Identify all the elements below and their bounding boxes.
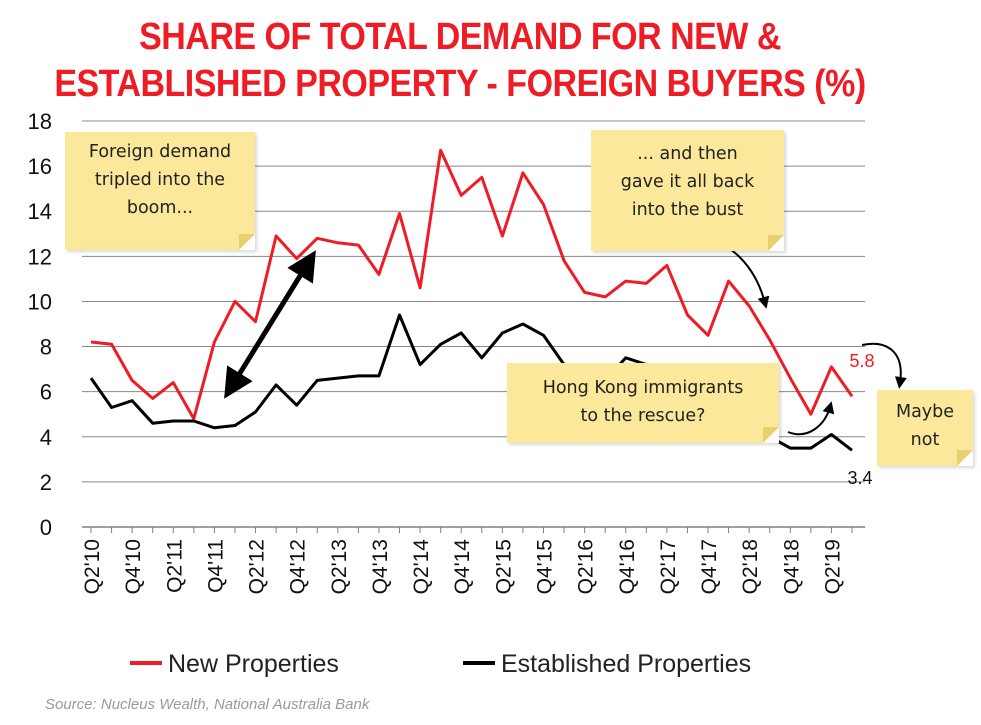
chart-title-line2: ESTABLISHED PROPERTY - FOREIGN BUYERS (%… bbox=[54, 62, 866, 105]
x-tick-label: Q2'11 bbox=[163, 539, 186, 593]
note-hong-kong-text: Hong Kong immigrants to the rescue? bbox=[542, 378, 744, 426]
x-tick-label: Q4'17 bbox=[698, 539, 721, 594]
note-boom: Foreign demand tripled into the boom... bbox=[65, 132, 255, 250]
x-tick-label: Q4'10 bbox=[122, 539, 145, 594]
y-tick-label: 10 bbox=[28, 289, 52, 314]
note-boom-text: Foreign demand tripled into the boom... bbox=[88, 142, 232, 218]
legend-swatch-established bbox=[463, 661, 495, 666]
chart-title: SHARE OF TOTAL DEMAND FOR NEW & ESTABLIS… bbox=[0, 13, 920, 107]
legend-label-new: New Properties bbox=[168, 650, 339, 678]
legend-label-established: Established Properties bbox=[501, 650, 752, 678]
maybe-arrow bbox=[861, 342, 907, 389]
y-tick-label: 2 bbox=[40, 470, 52, 495]
legend-item-new: New Properties bbox=[130, 650, 339, 679]
y-tick-label: 16 bbox=[28, 154, 52, 179]
legend-swatch-new bbox=[130, 661, 162, 666]
boom-double-arrow bbox=[224, 250, 316, 399]
series-line-new-properties bbox=[90, 148, 854, 421]
note-fold bbox=[763, 427, 779, 443]
x-tick-label: Q2'18 bbox=[739, 539, 762, 594]
note-bust: ... and then gave it all back into the b… bbox=[591, 130, 784, 251]
x-tick-label: Q4'14 bbox=[451, 539, 474, 595]
y-tick-label: 12 bbox=[28, 244, 52, 269]
x-tick-label: Q2'12 bbox=[246, 539, 269, 594]
x-tick-label: Q2'19 bbox=[821, 539, 844, 594]
x-tick-label: Q2'15 bbox=[492, 539, 515, 594]
x-tick-label: Q4'12 bbox=[287, 539, 310, 594]
end-label-new: 5.8 bbox=[849, 351, 874, 371]
note-fold bbox=[239, 234, 255, 250]
note-fold bbox=[768, 235, 784, 251]
y-axis-ticks: 0 2 4 6 8 10 12 14 16 18 bbox=[28, 109, 52, 540]
x-tick-label: Q2'16 bbox=[575, 539, 598, 594]
x-tick-label: Q4'13 bbox=[369, 539, 392, 594]
x-tick-label: Q4'15 bbox=[533, 539, 556, 594]
x-tick-label: Q2'17 bbox=[657, 539, 680, 594]
note-fold bbox=[957, 450, 973, 466]
note-maybe-not-text: Maybe not bbox=[895, 402, 955, 450]
note-bust-text: ... and then gave it all back into the b… bbox=[620, 144, 755, 220]
x-tick-label: Q4'16 bbox=[616, 539, 639, 594]
x-axis-ticks: Q2'10 Q4'10 Q2'11 Q4'11 Q2'12 Q4'12 Q2'13 Q4'13… bbox=[81, 527, 853, 595]
x-tick-label: Q2'10 bbox=[81, 539, 104, 594]
y-tick-label: 8 bbox=[40, 335, 52, 360]
end-label-established: 3.4 bbox=[847, 468, 872, 488]
y-tick-label: 14 bbox=[28, 199, 52, 224]
hk-arrow bbox=[787, 401, 835, 435]
y-tick-label: 4 bbox=[40, 425, 52, 450]
x-tick-label: Q2'13 bbox=[328, 539, 351, 594]
x-tick-label: Q4'18 bbox=[780, 539, 803, 594]
note-hong-kong: Hong Kong immigrants to the rescue? bbox=[507, 363, 779, 443]
note-maybe-not: Maybe not bbox=[877, 390, 973, 466]
x-tick-label: Q2'14 bbox=[410, 539, 433, 595]
source-note: Source: Nucleus Wealth, National Austral… bbox=[45, 696, 370, 713]
legend-item-established: Established Properties bbox=[463, 650, 751, 679]
y-tick-label: 18 bbox=[28, 109, 52, 134]
x-tick-label: Q4'11 bbox=[204, 539, 227, 593]
chart-title-line1: SHARE OF TOTAL DEMAND FOR NEW & bbox=[139, 15, 781, 58]
y-tick-label: 0 bbox=[40, 515, 52, 540]
y-tick-label: 6 bbox=[40, 380, 52, 405]
